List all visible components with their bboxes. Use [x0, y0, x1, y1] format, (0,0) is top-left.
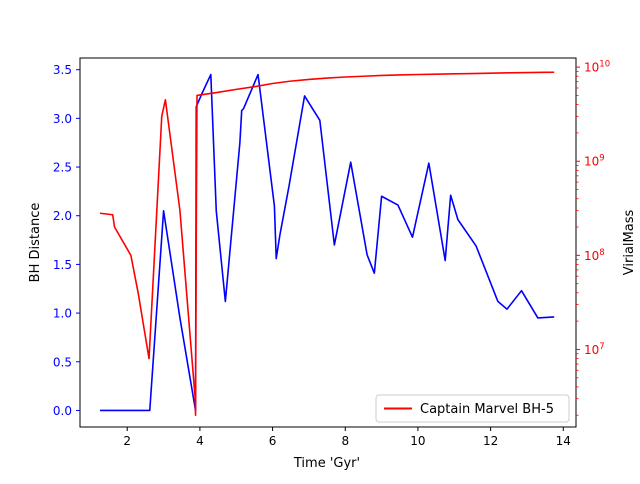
right-axis-label: VirialMass — [622, 210, 637, 276]
left-tick-label: 0.0 — [53, 404, 72, 418]
legend: Captain Marvel BH-5 — [375, 394, 570, 423]
bh-distance-line — [99, 73, 555, 412]
left-tick-label: 1.0 — [53, 307, 72, 321]
left-axis-label: BH Distance — [28, 203, 43, 283]
virial-mass-line — [99, 71, 555, 417]
series-layer — [99, 71, 555, 417]
left-y-axis: 0.0 0.5 1.0 1.5 2.0 2.5 3.0 3.5 — [53, 63, 80, 418]
left-tick-label: 2.5 — [53, 161, 72, 175]
left-tick-label: 1.5 — [53, 258, 72, 272]
right-tick-label: 107 — [584, 342, 605, 357]
left-tick-label: 0.5 — [53, 355, 72, 369]
right-tick-label: 108 — [584, 248, 605, 263]
plot-frame — [79, 57, 577, 428]
x-tick-label: 14 — [556, 434, 571, 448]
right-tick-label: 1010 — [584, 60, 610, 75]
x-axis: 2 4 6 8 10 12 14 — [123, 427, 571, 448]
x-axis-label: Time 'Gyr' — [293, 456, 360, 471]
x-tick-label: 4 — [196, 434, 204, 448]
x-tick-label: 8 — [341, 434, 349, 448]
x-tick-label: 2 — [123, 434, 131, 448]
left-tick-label: 3.5 — [53, 63, 72, 77]
x-tick-label: 10 — [410, 434, 425, 448]
right-y-axis: 107 108 109 1010 — [576, 60, 610, 416]
left-tick-label: 3.0 — [53, 112, 72, 126]
x-tick-label: 6 — [269, 434, 277, 448]
right-tick-label: 109 — [584, 154, 605, 169]
legend-box — [375, 394, 570, 423]
x-tick-label: 12 — [483, 434, 498, 448]
left-tick-label: 2.0 — [53, 209, 72, 223]
legend-label: Captain Marvel BH-5 — [420, 402, 554, 417]
